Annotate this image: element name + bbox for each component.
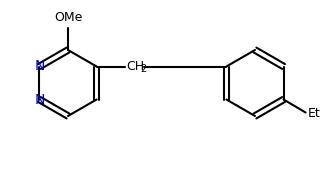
Text: 2: 2 — [140, 64, 146, 75]
Text: N: N — [34, 60, 45, 74]
Text: Et: Et — [308, 107, 320, 120]
Text: OMe: OMe — [54, 11, 82, 24]
Text: N: N — [34, 93, 45, 107]
Text: CH: CH — [127, 60, 145, 73]
